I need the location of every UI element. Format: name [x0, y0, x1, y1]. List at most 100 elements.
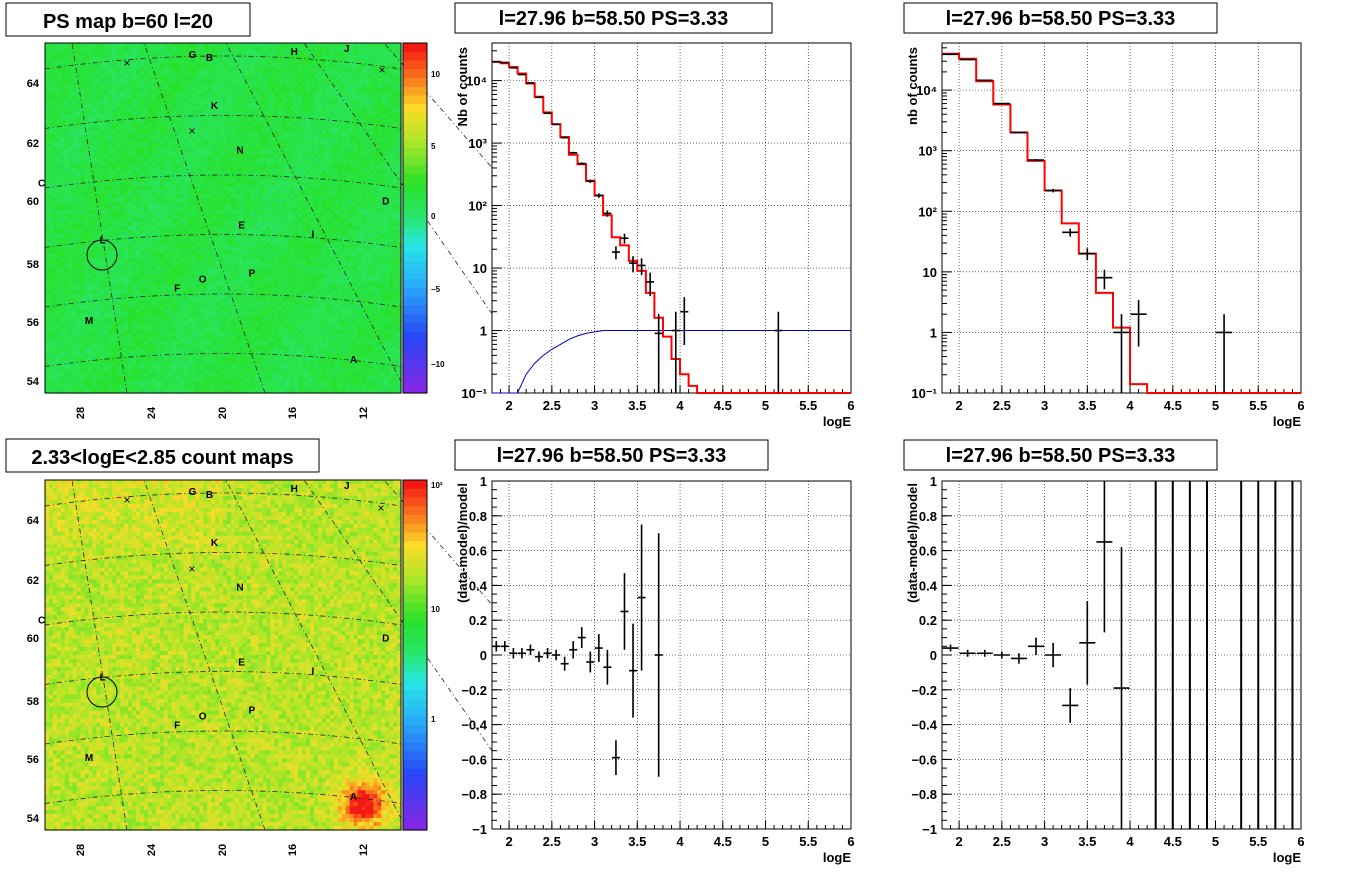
map-pixel	[128, 233, 133, 239]
map-pixel	[385, 174, 390, 179]
map-pixel	[56, 138, 62, 144]
map-pixel	[230, 257, 236, 263]
map-pixel	[223, 146, 228, 151]
map-pixel	[147, 214, 153, 219]
map-pixel	[234, 74, 240, 80]
map-pixel	[116, 178, 121, 183]
map-pixel	[250, 170, 256, 175]
map-pixel	[96, 233, 101, 239]
map-pixel	[211, 206, 216, 211]
map-pixel	[258, 74, 264, 80]
map-pixel	[333, 86, 339, 92]
map-pixel	[306, 174, 311, 179]
map-pixel	[234, 237, 240, 243]
map-pixel	[313, 86, 319, 92]
map-pixel	[270, 138, 276, 144]
map-pixel	[215, 261, 220, 267]
map-pixel	[223, 102, 228, 108]
map-pixel	[195, 74, 200, 80]
map-pixel	[187, 162, 192, 167]
map-pixel	[124, 78, 129, 84]
map-pixel	[393, 98, 398, 104]
map-pixel	[175, 102, 181, 108]
map-pixel	[207, 218, 212, 223]
map-pixel	[381, 90, 386, 96]
map-pixel	[290, 43, 295, 48]
map-pixel	[104, 82, 109, 88]
map-pixel	[337, 146, 343, 151]
map-pixel	[163, 237, 169, 243]
map-pixel	[345, 46, 351, 52]
map-pixel	[333, 82, 339, 88]
map-pixel	[266, 186, 272, 191]
map-pixel	[345, 170, 351, 175]
map-pixel	[132, 190, 137, 195]
map-pixel	[96, 54, 101, 60]
map-pixel	[290, 218, 295, 223]
map-pixel	[246, 210, 252, 215]
map-pixel	[226, 233, 232, 239]
map-pixel	[278, 70, 283, 76]
map-pixel	[203, 214, 208, 219]
map-pixel	[60, 134, 66, 140]
map-pixel	[270, 126, 276, 132]
map-pixel	[104, 202, 109, 207]
map-pixel	[175, 86, 181, 92]
map-pixel	[163, 245, 169, 251]
map-pixel	[139, 194, 145, 199]
map-pixel	[385, 62, 390, 68]
map-pixel	[373, 98, 378, 104]
map-pixel	[104, 158, 109, 163]
map-pixel	[385, 122, 390, 128]
map-pixel	[226, 198, 232, 203]
map-pixel	[302, 218, 307, 223]
map-pixel	[219, 86, 224, 92]
map-pixel	[302, 142, 307, 148]
map-pixel	[329, 122, 335, 128]
map-pixel	[397, 198, 402, 203]
map-pixel	[52, 86, 58, 92]
map-pixel	[187, 106, 192, 112]
map-pixel	[282, 122, 287, 128]
map-pixel	[72, 249, 78, 255]
map-pixel	[282, 146, 287, 151]
map-pixel	[104, 86, 109, 92]
map-pixel	[381, 70, 386, 76]
map-pixel	[199, 118, 204, 124]
map-pixel	[88, 249, 94, 255]
map-pixel	[337, 90, 343, 96]
map-pixel	[56, 142, 62, 148]
map-pixel	[357, 233, 363, 239]
map-pixel	[124, 74, 129, 80]
map-pixel	[226, 206, 232, 211]
map-pixel	[80, 182, 86, 187]
map-pixel	[219, 221, 224, 227]
map-pixel	[317, 206, 323, 211]
map-pixel	[321, 110, 327, 116]
map-pixel	[155, 146, 161, 151]
map-pixel	[298, 154, 303, 159]
map-pixel	[151, 58, 157, 64]
map-pixel	[393, 54, 398, 60]
map-pixel	[171, 118, 177, 124]
map-pixel	[155, 225, 161, 231]
map-pixel	[45, 46, 50, 52]
map-pixel	[306, 237, 311, 243]
map-pixel	[151, 74, 157, 80]
map-pixel	[159, 46, 165, 52]
map-pixel	[397, 210, 402, 215]
map-pixel	[333, 154, 339, 159]
map-pixel	[361, 150, 366, 155]
map-pixel	[155, 182, 161, 187]
map-pixel	[195, 229, 200, 235]
map-pixel	[76, 134, 82, 140]
map-pixel	[84, 170, 90, 175]
map-pixel	[203, 106, 208, 112]
map-pixel	[52, 118, 58, 124]
map-pixel	[369, 162, 374, 167]
map-pixel	[270, 210, 276, 215]
map-pixel	[88, 229, 94, 235]
map-pixel	[52, 237, 58, 243]
map-pixel	[179, 261, 185, 267]
map-pixel	[365, 66, 370, 72]
